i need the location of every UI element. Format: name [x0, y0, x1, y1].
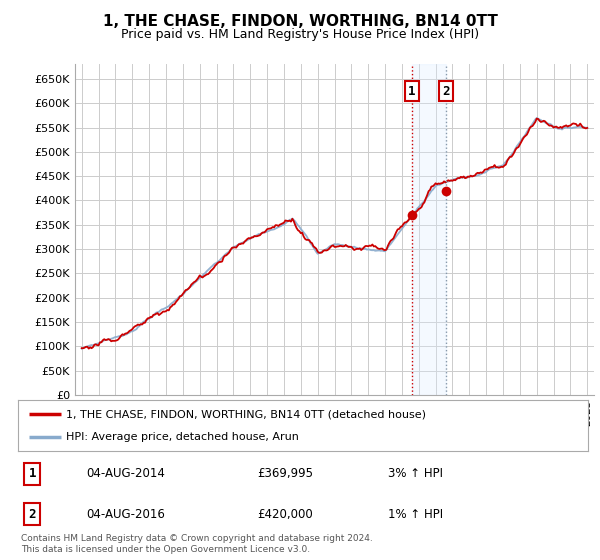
- Text: £369,995: £369,995: [257, 467, 313, 480]
- Text: 1: 1: [408, 85, 416, 97]
- Text: 2: 2: [442, 85, 449, 97]
- Text: 1, THE CHASE, FINDON, WORTHING, BN14 0TT (detached house): 1, THE CHASE, FINDON, WORTHING, BN14 0TT…: [67, 409, 427, 419]
- Bar: [412, 64, 446, 395]
- Text: HPI: Average price, detached house, Arun: HPI: Average price, detached house, Arun: [67, 432, 299, 442]
- Text: 04-AUG-2014: 04-AUG-2014: [86, 467, 165, 480]
- Text: 2: 2: [29, 507, 36, 521]
- Text: 3% ↑ HPI: 3% ↑ HPI: [389, 467, 443, 480]
- Text: 1: 1: [29, 467, 36, 480]
- Text: 1, THE CHASE, FINDON, WORTHING, BN14 0TT: 1, THE CHASE, FINDON, WORTHING, BN14 0TT: [103, 14, 497, 29]
- Text: 04-AUG-2016: 04-AUG-2016: [86, 507, 165, 521]
- Text: 1% ↑ HPI: 1% ↑ HPI: [389, 507, 443, 521]
- Text: Contains HM Land Registry data © Crown copyright and database right 2024.
This d: Contains HM Land Registry data © Crown c…: [21, 534, 373, 554]
- Text: £420,000: £420,000: [257, 507, 313, 521]
- Text: Price paid vs. HM Land Registry's House Price Index (HPI): Price paid vs. HM Land Registry's House …: [121, 28, 479, 41]
